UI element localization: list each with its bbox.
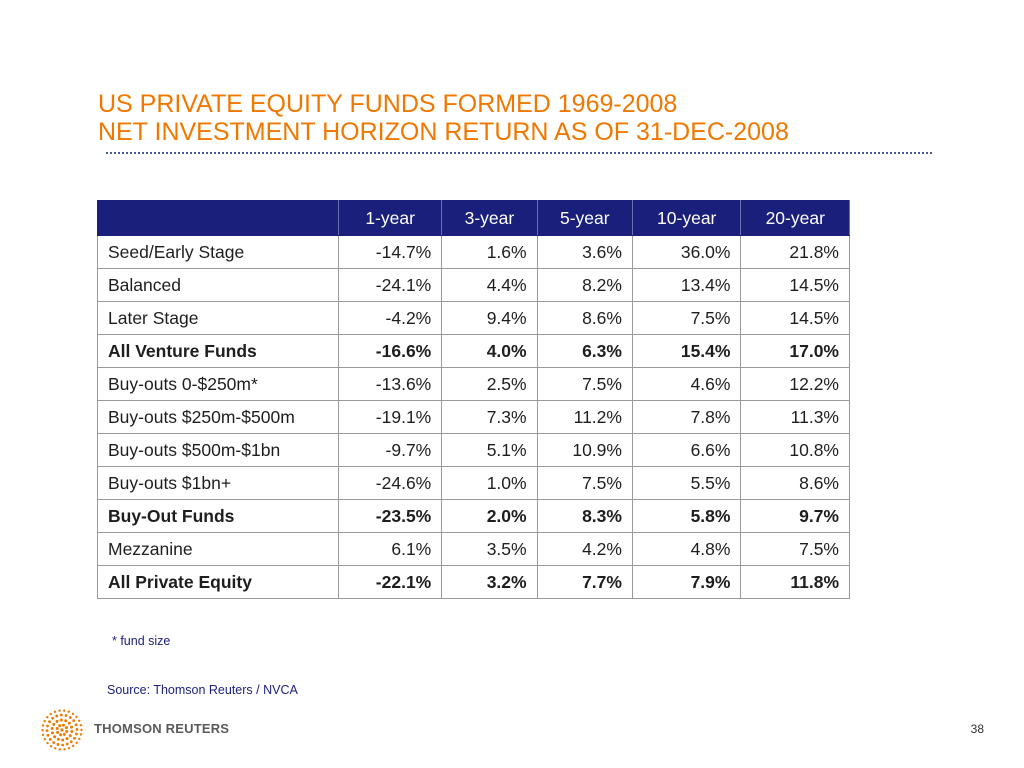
table-row: Later Stage -4.2% 9.4% 8.6% 7.5% 14.5% bbox=[97, 301, 850, 335]
return-value-cell: 10.8% bbox=[740, 433, 850, 467]
return-value-cell: 4.8% bbox=[631, 532, 742, 566]
return-value-cell: 9.7% bbox=[740, 499, 850, 533]
logo-wordmark: THOMSON REUTERS bbox=[94, 721, 230, 736]
row-label: Buy-Out Funds bbox=[97, 499, 339, 533]
slide-title: US PRIVATE EQUITY FUNDS FORMED 1969-2008… bbox=[98, 90, 789, 146]
page-number: 38 bbox=[970, 722, 984, 736]
return-value-cell: 1.0% bbox=[441, 466, 538, 500]
return-value-cell: 8.3% bbox=[536, 499, 633, 533]
return-value-cell: -13.6% bbox=[337, 367, 443, 401]
return-value-cell: 7.3% bbox=[441, 400, 538, 434]
return-value-cell: -14.7% bbox=[337, 235, 443, 269]
return-value-cell: 4.4% bbox=[441, 268, 538, 302]
return-value-cell: 11.2% bbox=[536, 400, 633, 434]
row-label: Buy-outs 0-$250m* bbox=[97, 367, 339, 401]
title-divider bbox=[106, 152, 932, 154]
return-value-cell: -9.7% bbox=[337, 433, 443, 467]
return-value-cell: 7.7% bbox=[536, 565, 633, 599]
return-value-cell: 3.2% bbox=[441, 565, 538, 599]
return-value-cell: 7.5% bbox=[740, 532, 850, 566]
return-value-cell: -23.5% bbox=[337, 499, 443, 533]
return-value-cell: 2.0% bbox=[441, 499, 538, 533]
row-label: Seed/Early Stage bbox=[97, 235, 339, 269]
column-header: 10-year bbox=[631, 200, 742, 236]
row-label: Balanced bbox=[97, 268, 339, 302]
return-value-cell: 5.8% bbox=[631, 499, 742, 533]
table-row: Buy-Out Funds -23.5% 2.0% 8.3% 5.8% 9.7% bbox=[97, 499, 850, 533]
slide-title-line-2: NET INVESTMENT HORIZON RETURN AS OF 31-D… bbox=[98, 118, 789, 146]
table-row: Mezzanine 6.1% 3.5% 4.2% 4.8% 7.5% bbox=[97, 532, 850, 566]
return-value-cell: 14.5% bbox=[740, 301, 850, 335]
return-value-cell: 8.2% bbox=[536, 268, 633, 302]
return-value-cell: 8.6% bbox=[740, 466, 850, 500]
return-value-cell: 7.5% bbox=[536, 466, 633, 500]
return-value-cell: 12.2% bbox=[740, 367, 850, 401]
return-value-cell: 7.5% bbox=[536, 367, 633, 401]
return-value-cell: 11.8% bbox=[740, 565, 850, 599]
table-row: Seed/Early Stage -14.7% 1.6% 3.6% 36.0% 21.8% bbox=[97, 235, 850, 269]
return-value-cell: 3.5% bbox=[441, 532, 538, 566]
table-header: 1-year 3-year 5-year 10-year 20-year bbox=[97, 200, 850, 236]
source-note: Source: Thomson Reuters / NVCA bbox=[107, 683, 298, 697]
row-label: All Venture Funds bbox=[97, 334, 339, 368]
return-value-cell: 8.6% bbox=[536, 301, 633, 335]
return-value-cell: 14.5% bbox=[740, 268, 850, 302]
return-value-cell: -16.6% bbox=[337, 334, 443, 368]
table-row: Buy-outs $1bn+ -24.6% 1.0% 7.5% 5.5% 8.6% bbox=[97, 466, 850, 500]
return-value-cell: 7.5% bbox=[631, 301, 742, 335]
return-value-cell: 17.0% bbox=[740, 334, 850, 368]
row-label: Buy-outs $500m-$1bn bbox=[97, 433, 339, 467]
table-body: Seed/Early Stage -14.7% 1.6% 3.6% 36.0% 21.8%… bbox=[97, 235, 850, 599]
table-row: All Private Equity -22.1% 3.2% 7.7% 7.9% 11.8… bbox=[97, 565, 850, 599]
return-value-cell: 13.4% bbox=[631, 268, 742, 302]
row-label: All Private Equity bbox=[97, 565, 339, 599]
return-value-cell: 11.3% bbox=[740, 400, 850, 434]
return-value-cell: -4.2% bbox=[337, 301, 443, 335]
table-row: All Venture Funds -16.6% 4.0% 6.3% 15.4% 17.0… bbox=[97, 334, 850, 368]
column-header: 1-year bbox=[337, 200, 443, 236]
return-value-cell: 1.6% bbox=[441, 235, 538, 269]
row-label: Mezzanine bbox=[97, 532, 339, 566]
table-row: Buy-outs $250m-$500m -19.1% 7.3% 11.2% 7.8% 1… bbox=[97, 400, 850, 434]
header-blank bbox=[97, 200, 339, 236]
row-label: Buy-outs $1bn+ bbox=[97, 466, 339, 500]
column-header: 3-year bbox=[441, 200, 538, 236]
row-label: Buy-outs $250m-$500m bbox=[97, 400, 339, 434]
footnote: * fund size bbox=[112, 634, 171, 648]
return-value-cell: -22.1% bbox=[337, 565, 443, 599]
return-value-cell: 7.8% bbox=[631, 400, 742, 434]
return-value-cell: 15.4% bbox=[631, 334, 742, 368]
return-value-cell: 5.1% bbox=[441, 433, 538, 467]
table-row: Balanced -24.1% 4.4% 8.2% 13.4% 14.5% bbox=[97, 268, 850, 302]
return-value-cell: 10.9% bbox=[536, 433, 633, 467]
return-value-cell: 6.6% bbox=[631, 433, 742, 467]
return-value-cell: 9.4% bbox=[441, 301, 538, 335]
return-value-cell: 4.0% bbox=[441, 334, 538, 368]
return-value-cell: 6.1% bbox=[337, 532, 443, 566]
table-row: Buy-outs $500m-$1bn -9.7% 5.1% 10.9% 6.6% 10.… bbox=[97, 433, 850, 467]
return-value-cell: -24.6% bbox=[337, 466, 443, 500]
return-value-cell: 4.6% bbox=[631, 367, 742, 401]
column-header: 20-year bbox=[740, 200, 850, 236]
return-value-cell: -19.1% bbox=[337, 400, 443, 434]
return-value-cell: -24.1% bbox=[337, 268, 443, 302]
return-value-cell: 2.5% bbox=[441, 367, 538, 401]
return-value-cell: 7.9% bbox=[631, 565, 742, 599]
thomson-reuters-dot-sphere-icon bbox=[41, 709, 83, 751]
return-value-cell: 3.6% bbox=[536, 235, 633, 269]
header-row: 1-year 3-year 5-year 10-year 20-year bbox=[97, 200, 850, 236]
return-value-cell: 6.3% bbox=[536, 334, 633, 368]
row-label: Later Stage bbox=[97, 301, 339, 335]
return-value-cell: 4.2% bbox=[536, 532, 633, 566]
table-row: Buy-outs 0-$250m* -13.6% 2.5% 7.5% 4.6% 12.2% bbox=[97, 367, 850, 401]
column-header: 5-year bbox=[536, 200, 633, 236]
return-value-cell: 5.5% bbox=[631, 466, 742, 500]
company-logo: THOMSON REUTERS bbox=[40, 708, 230, 751]
return-value-cell: 21.8% bbox=[740, 235, 850, 269]
returns-table: 1-year 3-year 5-year 10-year 20-year Seed/Ea… bbox=[97, 200, 850, 599]
return-value-cell: 36.0% bbox=[631, 235, 742, 269]
slide-title-line-1: US PRIVATE EQUITY FUNDS FORMED 1969-2008 bbox=[98, 90, 678, 118]
